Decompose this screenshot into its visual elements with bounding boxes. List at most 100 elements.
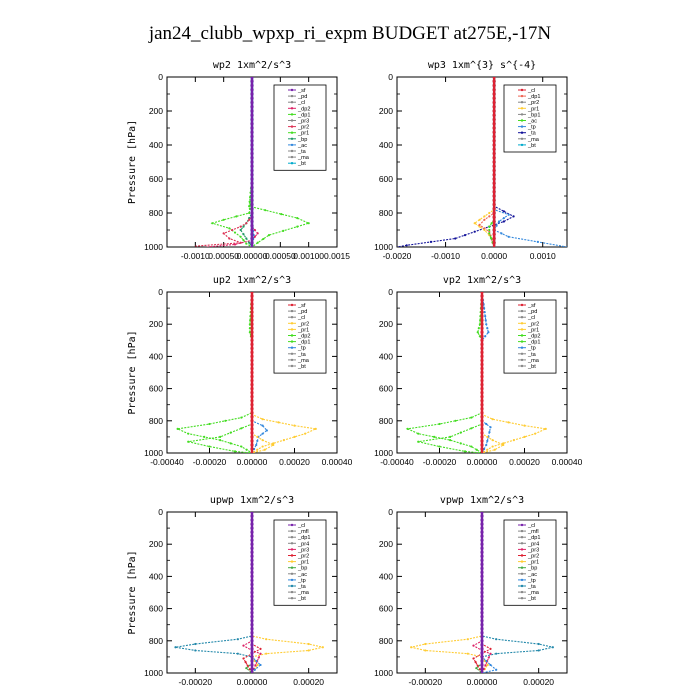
series-sf-marker (480, 334, 484, 338)
series-pr1-marker (280, 213, 283, 216)
series-sf-marker (250, 143, 254, 147)
series-sf-marker (250, 147, 254, 151)
legend-entry: _sf (297, 88, 306, 94)
series-tp-marker (500, 232, 503, 235)
series-pr2-marker (489, 647, 492, 650)
series-pr1-marker (507, 421, 510, 424)
y-tick-label: 200 (379, 539, 393, 549)
series-sf-marker (250, 207, 254, 211)
series-dp2-marker (208, 445, 211, 448)
series-pr1-marker (307, 222, 310, 225)
series-sf-marker (250, 224, 254, 228)
legend-entry: _ma (527, 590, 540, 596)
series-sf-marker (250, 109, 254, 113)
series-sf-marker (250, 130, 254, 134)
series-cl-marker (492, 190, 496, 194)
panel-title: vpwp 1xm^2/s^3 (440, 495, 524, 506)
series-pr3-marker (484, 664, 487, 667)
legend-entry: _pr1 (297, 560, 309, 566)
legend-marker (520, 303, 524, 307)
series-dp1-marker (449, 439, 452, 442)
series-tp-marker (497, 220, 501, 223)
series-ta-marker (495, 652, 498, 655)
x-tick-label: 0.00020 (279, 457, 310, 467)
series-cl-marker (480, 659, 484, 663)
panel-2: wp3 1xm^{3} s^{-4}02004006008001000-0.00… (374, 60, 568, 261)
series-sf-marker (250, 346, 254, 350)
series-dp1-marker (240, 416, 243, 419)
series-pr1-marker (410, 646, 413, 649)
legend-marker (290, 155, 294, 159)
legend-marker (290, 554, 294, 557)
series-dp1-marker (240, 445, 243, 448)
series-cl-marker (250, 550, 254, 554)
legend-marker (520, 137, 524, 140)
panel-5: upwp 1xm^2/s^3 0 200 400 600 800 1000 -0.00020 0… (127, 495, 338, 687)
legend-entry: _sf (527, 303, 536, 309)
series-sf-marker (250, 181, 254, 185)
series-sf-marker (480, 338, 484, 342)
series-sf-marker (480, 423, 484, 427)
series-sf-marker (480, 314, 484, 318)
series-sf-marker (250, 302, 254, 306)
series-pr2-marker (242, 657, 245, 660)
series-sf-marker (250, 322, 254, 326)
series-tp-marker (502, 217, 505, 220)
series-cl-marker (492, 143, 496, 147)
legend-marker (290, 101, 294, 104)
legend-entry: _pr2 (297, 554, 309, 560)
y-tick-label: 400 (379, 140, 393, 150)
y-tick-label: 1000 (374, 242, 393, 252)
series-sf-marker (480, 350, 484, 354)
series-dp1-marker (233, 231, 237, 234)
series-cl-marker (492, 173, 496, 177)
series-cl-marker (250, 635, 254, 639)
series-sf-marker (480, 302, 484, 306)
series-sf-marker (250, 330, 254, 334)
series-bp-marker (248, 241, 251, 244)
series-pr1-marker (282, 229, 285, 232)
legend-entry: _pd (297, 94, 307, 100)
series-cl-marker (480, 578, 484, 583)
series-pr1-line (481, 292, 548, 453)
series-pr2-marker (248, 218, 251, 221)
series-ta-line (397, 77, 515, 247)
legend-entry: _ta (527, 584, 537, 590)
series-dp2-marker (240, 427, 243, 430)
series-sf-marker (250, 202, 254, 207)
series-cl-marker (250, 570, 254, 574)
series-ta-marker (502, 220, 505, 223)
x-tick-label: 0.00100 (293, 251, 324, 261)
series-cl-marker (250, 615, 254, 619)
series-tp-marker (259, 663, 262, 667)
figure-title: jan24_clubb_wpxp_ri_expm BUDGET at275E,-… (148, 23, 552, 44)
series-sf-marker (480, 391, 484, 395)
series-cl-marker (250, 663, 254, 667)
series-cl-marker (250, 566, 254, 570)
series-cl-marker (250, 586, 254, 591)
legend-marker (290, 137, 294, 140)
series-sf-marker (480, 427, 484, 431)
series-sf-marker (250, 358, 254, 363)
series-sf-marker (480, 387, 484, 391)
y-tick-label: 600 (149, 174, 163, 184)
series-cl-marker (250, 542, 254, 546)
series-dp1-marker (248, 207, 251, 210)
series-cl-marker (492, 77, 496, 79)
series-sf-marker (480, 399, 484, 403)
series-pr2-marker (263, 448, 266, 451)
series-cl-marker (480, 594, 484, 599)
y-tick-label: 600 (379, 604, 393, 614)
series-dp2-marker (459, 431, 462, 434)
series-group (195, 77, 311, 247)
legend-marker (520, 107, 524, 110)
series-sf-marker (250, 194, 254, 198)
series-sf-marker (480, 326, 484, 330)
series-cl-marker (480, 574, 484, 579)
series-cl-marker (480, 602, 484, 607)
y-tick-label: 800 (379, 208, 393, 218)
legend-entry: _mfl (297, 529, 309, 535)
series-dp1-marker (483, 218, 486, 221)
legend: _cl_mfl_dp1_pr4_pr3_pr2_pr1_bp_ac_tp_ta_… (503, 519, 557, 606)
